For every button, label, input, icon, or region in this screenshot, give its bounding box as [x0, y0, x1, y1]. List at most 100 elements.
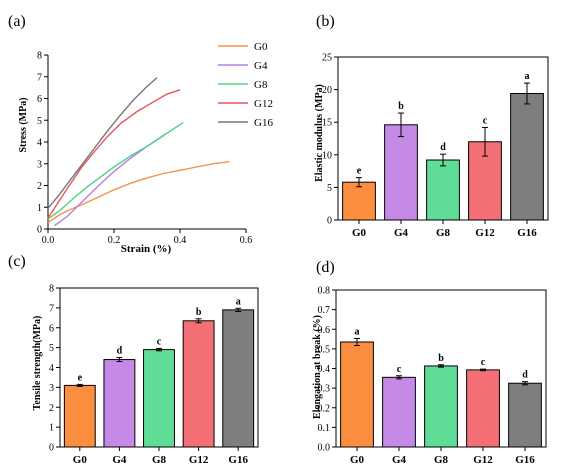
panel-d-x-tick-label-g8: G8 [434, 454, 449, 466]
panel-b-x-tick-label-g16: G16 [517, 227, 537, 239]
panel-d-significance-g16: d [522, 370, 528, 381]
panel-c-y-tick-label: 3 [49, 383, 54, 394]
panel-b-significance-g16: a [525, 71, 530, 82]
panel-a-ylabel: Stress (MPa) [18, 97, 29, 152]
panel-c-y-tick-label: 0 [49, 443, 54, 454]
panel-a-y-tick-label: 6 [37, 94, 42, 105]
panel-d-significance-g0: a [355, 326, 360, 337]
panel-b-y-tick-label: 5 [327, 183, 332, 194]
panel-b-y-tick-label: 20 [322, 85, 332, 96]
panel-d-bar-g8 [424, 365, 458, 448]
panel-b-x-tick-label-g8: G8 [436, 227, 451, 239]
panel-c-y-tick-label: 8 [49, 284, 54, 295]
panel-b-bar-g4 [384, 124, 418, 221]
panel-d-y-tick-label: 0.2 [318, 403, 331, 414]
panel-a-series-g8-line [47, 121, 184, 220]
panel-d-y-tick-label: 0.1 [318, 423, 331, 434]
panel-c-y-tick-label: 7 [49, 303, 54, 314]
panel-c-significance-g16: a [236, 296, 241, 307]
panel-a-stress-strain: (a) Stress (MPa) Strain (%) 0 1 2 3 4 5 6 7 8 0.0… [8, 13, 273, 255]
panel-c-tensile-strength: (c) Tensile strength(MPa) 0 1 2 3 4 5 6 7 8 G0 G4 G… [8, 253, 259, 466]
panel-b-bar-g8 [426, 159, 460, 221]
panel-a-legend-label-g12: G12 [254, 98, 273, 110]
panel-d-bar-g0 [340, 341, 374, 448]
panel-c-x-tick-label-g8: G8 [152, 454, 167, 466]
panel-a-legend-label-g8: G8 [254, 79, 268, 91]
panel-b-bars: e b d c a [342, 71, 544, 221]
panel-b-significance-g12: c [483, 115, 488, 126]
panel-b-elastic-modulus: (b) Elastic modulus (MPa) 0 5 10 15 20 25 G0 G4… [314, 13, 549, 239]
panel-c-bar-g16 [222, 309, 255, 448]
panel-c-bar-g4 [103, 359, 136, 448]
panel-c-x-tick-label-g0: G0 [73, 454, 88, 466]
panel-a-series-g12-line [47, 89, 181, 219]
panel-d-x-tick-label-g16: G16 [515, 454, 535, 466]
panel-b-significance-g8: d [440, 142, 446, 153]
panel-a-label: (a) [8, 13, 26, 30]
panel-a-legend-label-g16: G16 [254, 117, 273, 129]
panel-a-axes: 0 1 2 3 4 5 6 7 8 0.0 0.2 0.4 0.6 [37, 51, 252, 247]
panel-d-y-tick-label: 0.7 [318, 305, 331, 316]
panel-d-elongation: (d) Elongation at break (%) 0.0 0.1 0.2 0.3… [312, 259, 547, 466]
panel-a-y-tick-label: 0 [37, 225, 42, 236]
panel-c-y-tick-label: 4 [49, 363, 54, 374]
panel-a-xlabel: Strain (%) [121, 243, 172, 255]
panel-a-series-g4-line [54, 134, 164, 227]
panel-a-y-tick-label: 2 [37, 181, 42, 192]
panel-a-y-tick-label: 5 [37, 116, 42, 127]
panel-b-x-tick-label-g0: G0 [352, 227, 367, 239]
panel-c-axes: 0 1 2 3 4 5 6 7 8 G0 G4 G8 G12 G16 [49, 284, 259, 466]
panel-d-y-tick-label: 0.0 [318, 443, 331, 454]
panel-c-bar-g8 [143, 349, 175, 448]
panel-d-significance-g8: b [438, 353, 444, 364]
panel-d-axes: 0.0 0.1 0.2 0.3 0.4 0.5 0.6 0.7 0.8 G0 G4 G8 G12 G16 [318, 286, 547, 466]
panel-a-y-tick-label: 4 [37, 138, 42, 149]
panel-b-ylabel: Elastic modulus (MPa) [314, 84, 325, 182]
panel-a-x-tick-label: 0.0 [42, 235, 55, 246]
panel-c-ylabel: Tensile strength(MPa) [32, 316, 43, 411]
panel-d-y-tick-label: 0.5 [318, 344, 331, 355]
panel-a-x-tick-label: 0.4 [174, 235, 187, 246]
panel-b-y-tick-label: 15 [322, 118, 332, 129]
panel-b-bar-g16 [510, 93, 544, 221]
panel-c-bars: e d c b a [63, 296, 255, 448]
panel-c-label: (c) [8, 253, 26, 270]
panel-c-significance-g8: c [157, 336, 162, 347]
panel-b-axes: 0 5 10 15 20 25 G0 G4 G8 G12 G16 [322, 53, 549, 239]
panel-d-bar-g16 [508, 382, 542, 448]
panel-d-significance-g12: c [481, 357, 486, 368]
panel-c-bar-g0 [63, 384, 96, 448]
panel-a-y-tick-label: 1 [37, 203, 42, 214]
panel-d-bars: a c b c d [340, 326, 542, 448]
panel-c-significance-g4: d [117, 346, 123, 357]
panel-b-y-tick-label: 0 [327, 216, 332, 227]
panel-a-x-tick-label: 0.2 [108, 235, 121, 246]
panel-c-y-tick-label: 2 [49, 403, 54, 414]
panel-b-significance-g4: b [398, 101, 404, 112]
panel-d-y-tick-label: 0.3 [318, 384, 331, 395]
panel-d-y-tick-label: 0.6 [318, 325, 331, 336]
panel-d-ylabel: Elongation at break (%) [312, 315, 323, 419]
panel-a-legend-label-g0: G0 [254, 41, 268, 53]
panel-d-x-tick-label-g12: G12 [473, 454, 493, 466]
panel-d-significance-g4: c [397, 364, 402, 375]
panel-a-legend-label-g4: G4 [254, 60, 268, 72]
panel-d-x-tick-label-g4: G4 [392, 454, 407, 466]
panel-d-bar-g4 [382, 376, 416, 448]
panel-b-y-tick-label: 25 [322, 53, 332, 64]
panel-d-label: (d) [316, 259, 335, 276]
panel-a-legend: G0 G4 G8 G12 G16 [218, 41, 273, 129]
panel-a-y-tick-label: 8 [37, 51, 42, 62]
panel-b-y-tick-label: 10 [322, 150, 332, 161]
panel-b-bar-g0 [342, 181, 376, 221]
panel-d-y-tick-label: 0.8 [318, 286, 331, 297]
panel-b-x-tick-label-g12: G12 [475, 227, 495, 239]
panel-d-x-tick-label-g0: G0 [350, 454, 365, 466]
panel-d-y-tick-label: 0.4 [318, 364, 331, 375]
panel-b-significance-g0: e [357, 166, 362, 177]
panel-a-series-g16-line [47, 77, 158, 209]
panel-c-y-tick-label: 5 [49, 343, 54, 354]
panel-a-series-g0-line [47, 160, 230, 224]
panel-c-x-tick-label-g12: G12 [189, 454, 209, 466]
